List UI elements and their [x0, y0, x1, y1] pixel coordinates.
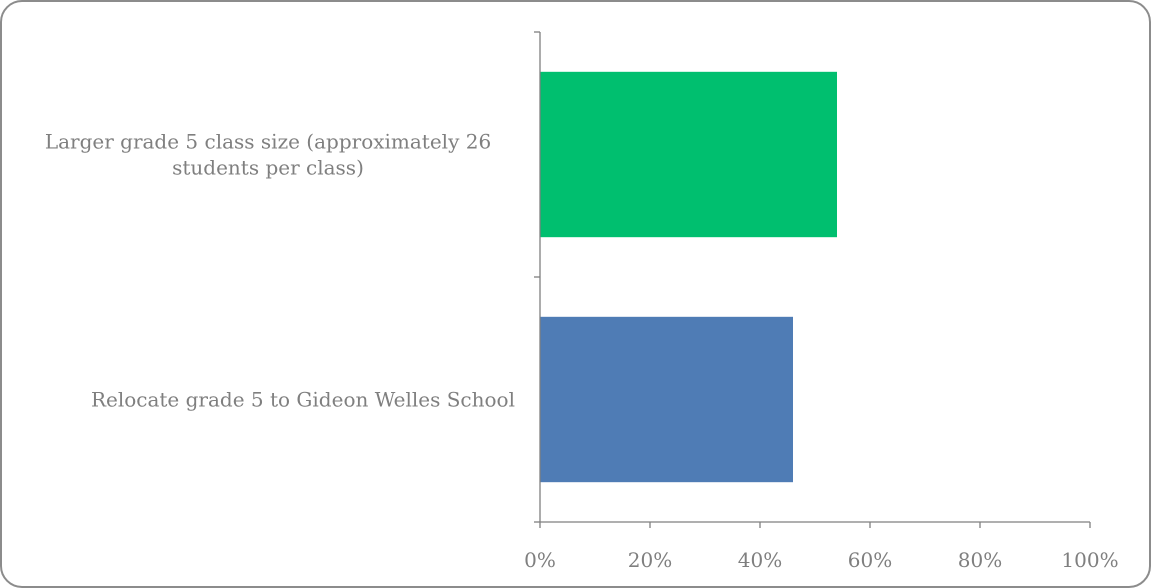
- x-tick-label-3: 60%: [848, 548, 892, 572]
- bars-group: [540, 71, 837, 483]
- bar-1: [540, 71, 837, 238]
- x-tick-label-5: 100%: [1061, 548, 1118, 572]
- x-tick-labels: 0% 20% 40% 60% 80% 100%: [524, 548, 1118, 572]
- category-labels: Larger grade 5 class size (approximately…: [45, 130, 515, 412]
- x-tick-label-1: 20%: [628, 548, 672, 572]
- x-tick-label-4: 80%: [958, 548, 1002, 572]
- axes-group: [534, 31, 1091, 528]
- category-label-1: Larger grade 5 class size (approximately…: [45, 130, 491, 180]
- bar-2: [540, 316, 793, 483]
- x-tick-label-2: 40%: [738, 548, 782, 572]
- category-label-2: Relocate grade 5 to Gideon Welles School: [91, 388, 515, 412]
- x-tick-label-0: 0%: [524, 548, 556, 572]
